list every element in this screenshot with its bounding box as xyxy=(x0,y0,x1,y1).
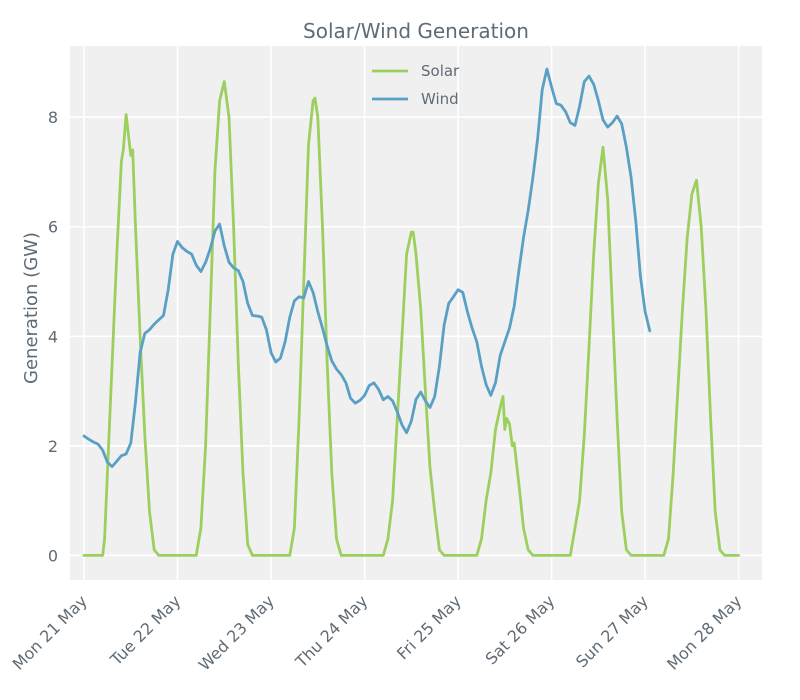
legend-label-wind: Wind xyxy=(421,90,459,108)
y-tick-label: 2 xyxy=(48,437,58,456)
grid xyxy=(70,46,762,580)
x-tick-label: Sat 26 May xyxy=(481,591,558,668)
legend: Solar Wind xyxy=(372,62,460,108)
y-tick-label: 0 xyxy=(48,546,58,565)
x-tick-label: Tue 22 May xyxy=(106,591,184,669)
x-tick-label: Thu 24 May xyxy=(291,591,371,671)
y-axis-label: Generation (GW) xyxy=(21,232,42,384)
chart-title: Solar/Wind Generation xyxy=(303,19,529,43)
series-line-wind xyxy=(82,67,652,469)
y-tick-label: 8 xyxy=(48,108,58,127)
x-tick-label: Sun 27 May xyxy=(572,591,652,671)
x-tick-label: Mon 21 May xyxy=(9,591,91,673)
x-axis-ticks: Mon 21 May Tue 22 May Wed 23 May Thu 24 May… xyxy=(9,591,746,674)
x-tick-label: Mon 28 May xyxy=(663,591,745,673)
y-axis-ticks: 0 2 4 6 8 xyxy=(48,108,58,565)
x-tick-label: Fri 25 May xyxy=(393,591,465,663)
legend-label-solar: Solar xyxy=(421,62,460,80)
x-tick-label: Wed 23 May xyxy=(195,591,278,674)
plot-area xyxy=(70,46,762,580)
series-layer xyxy=(82,67,740,557)
series-line-solar xyxy=(82,80,740,557)
y-tick-label: 4 xyxy=(48,327,58,346)
y-tick-label: 6 xyxy=(48,218,58,237)
